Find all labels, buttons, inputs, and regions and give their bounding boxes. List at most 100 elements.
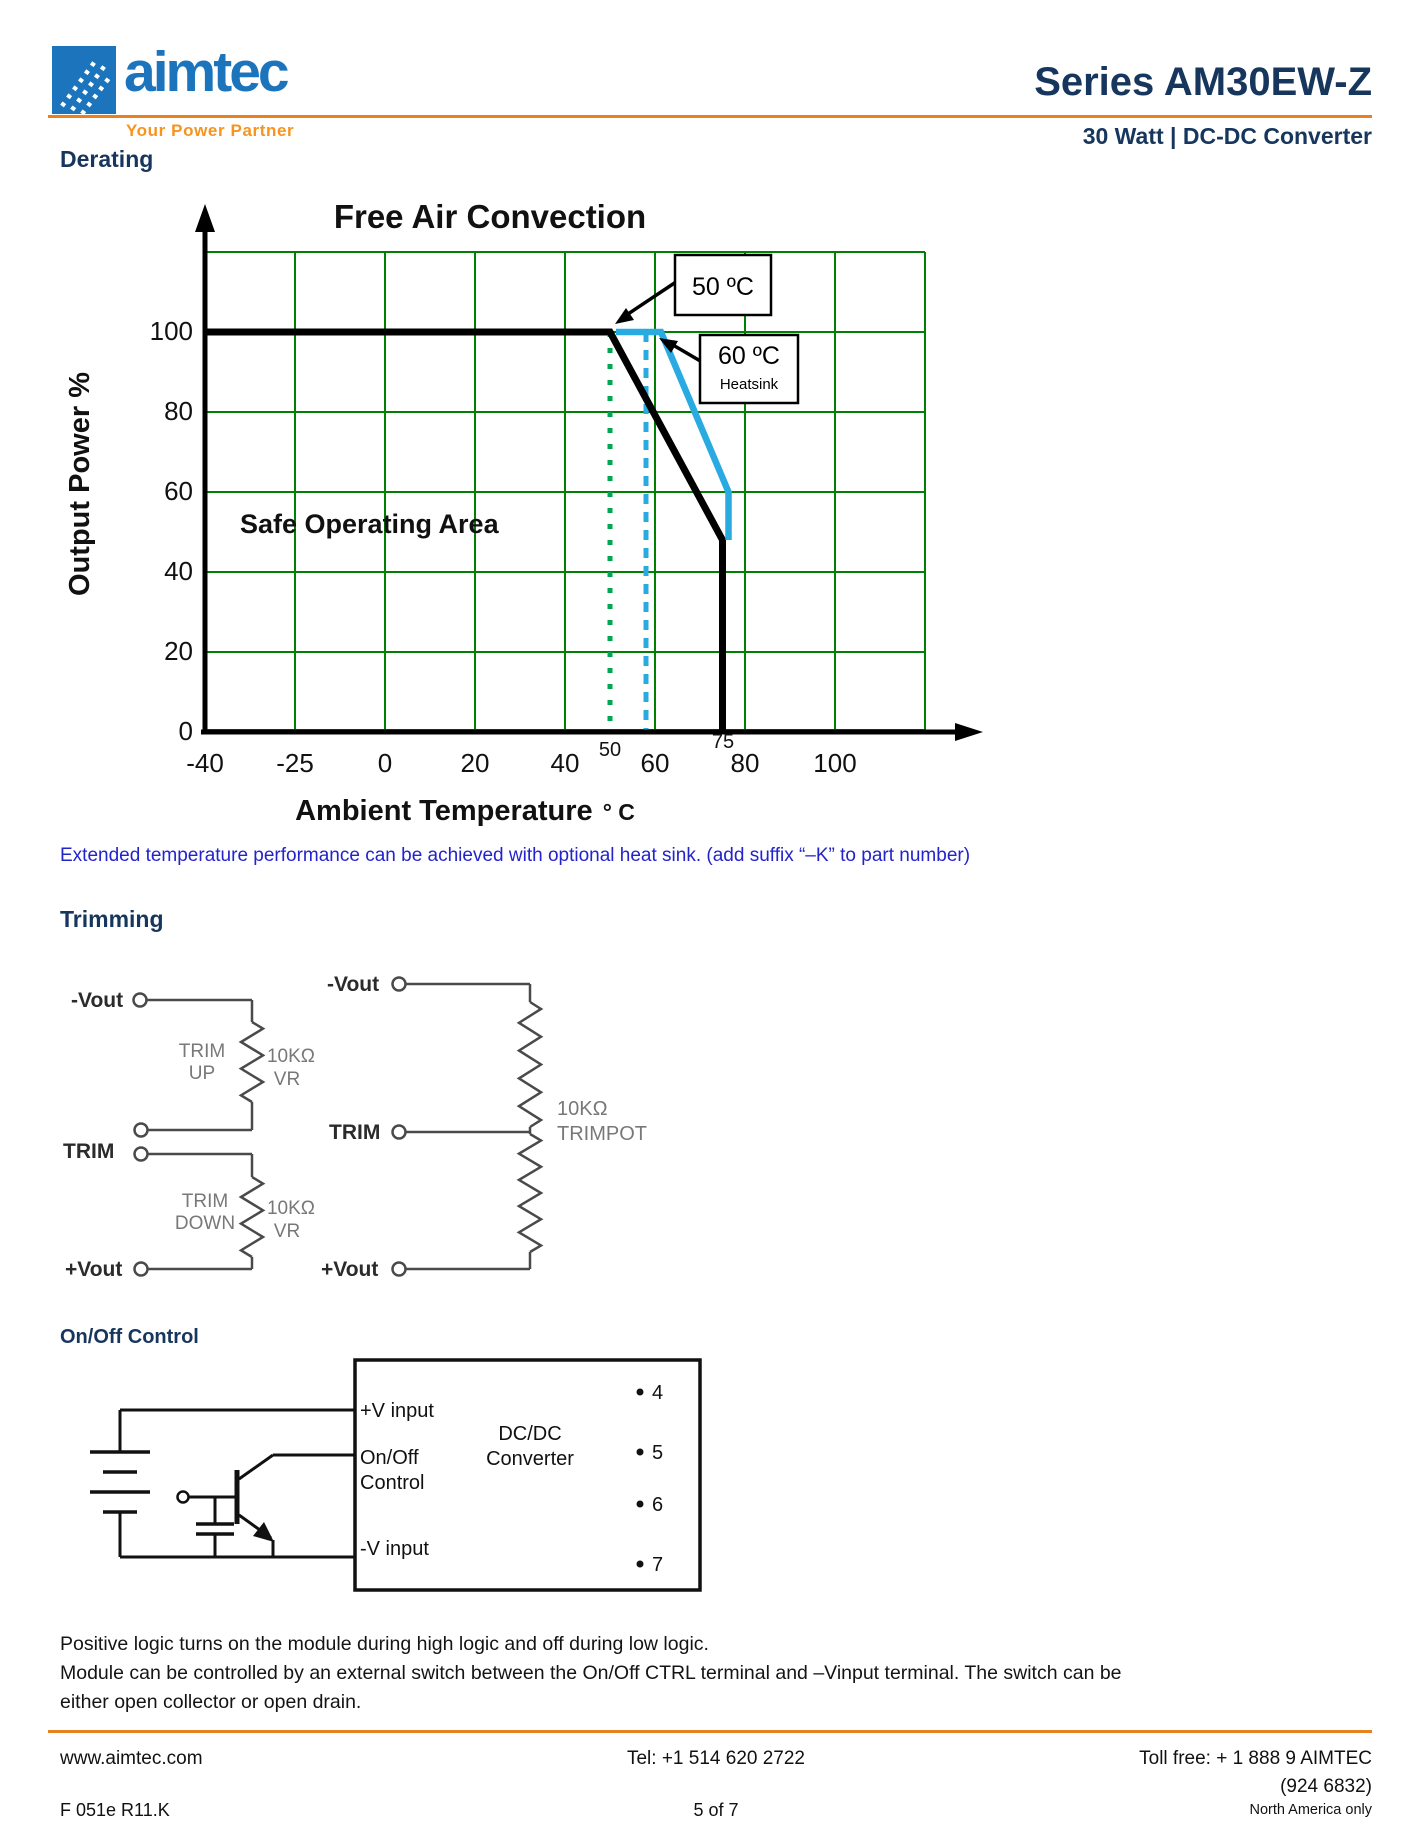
converter-labels: +V input On/Off Control -V input DC/DC C… — [360, 1400, 574, 1560]
y-tick: 20 — [164, 636, 193, 666]
trimpot-lower-icon — [516, 1132, 544, 1254]
onoff-heading: On/Off Control — [60, 1326, 199, 1348]
trim2-label: TRIM — [329, 1121, 380, 1144]
pin-5-bullet-icon — [636, 1448, 644, 1456]
footer-website: www.aimtec.com — [60, 1748, 203, 1769]
trimming-heading: Trimming — [60, 906, 164, 932]
trim-up-label-2: UP — [189, 1063, 215, 1084]
x-tick: -25 — [276, 748, 314, 778]
terminal-pos-vout-icon — [133, 1261, 149, 1277]
onoff-diagram: +V input On/Off Control -V input DC/DC C… — [90, 1358, 702, 1592]
x-tick: -40 — [186, 748, 224, 778]
series-title: Series AM30EW-Z — [1034, 60, 1372, 104]
x-axis-title-text: Ambient Temperature — [295, 795, 593, 827]
dcdc-label: DC/DC — [498, 1423, 561, 1445]
derating-heading: Derating — [60, 146, 154, 172]
neg-vout-label: -Vout — [71, 989, 123, 1012]
x-tick: 80 — [731, 748, 760, 778]
resistor-trim-down-icon — [238, 1175, 266, 1259]
x-minor-tick-75: 75 — [712, 731, 734, 753]
pin-7-label: 7 — [652, 1554, 663, 1576]
header-rule — [48, 115, 1372, 118]
pin-4-label: 4 — [652, 1382, 663, 1404]
dual-vr-circuit — [132, 992, 266, 1277]
onoff-wires — [118, 1408, 355, 1559]
x-axis-title: Ambient Temperature ° C — [295, 795, 635, 827]
footer-region: North America only — [1249, 1802, 1373, 1818]
converter-label: Converter — [486, 1448, 574, 1470]
r1-value: 10KΩ — [267, 1046, 315, 1067]
x-tick: 40 — [551, 748, 580, 778]
x-tick: 20 — [461, 748, 490, 778]
pos-v-input-label: +V input — [360, 1400, 434, 1422]
x-minor-tick-50: 50 — [599, 739, 621, 761]
neg-vout2-label: -Vout — [327, 973, 379, 996]
curve-heatsink — [616, 328, 732, 540]
chart-axes — [201, 228, 957, 735]
pin-4-bullet-icon — [636, 1388, 644, 1396]
terminal-neg-vout2-icon — [391, 976, 407, 992]
dcdc-converter-box — [353, 1358, 702, 1592]
callout-50c-label: 50 ºC — [692, 273, 754, 301]
safe-operating-area-label: Safe Operating Area — [240, 509, 500, 539]
description-line-3: either open collector or open drain. — [60, 1691, 362, 1713]
onoff-description: Positive logic turns on the module durin… — [60, 1630, 1380, 1717]
dual-vr-component-labels: TRIM UP 10KΩ VR TRIM DOWN 10KΩ VR — [175, 1041, 315, 1242]
terminal-trim2-icon — [391, 1124, 407, 1140]
trimpot-component-labels: 10KΩ TRIMPOT — [557, 1098, 647, 1145]
onoff-label-2: Control — [360, 1472, 424, 1494]
y-tick: 80 — [164, 396, 193, 426]
arrowhead-60c-icon — [659, 338, 678, 353]
footer-tollfree-number: (924 6832) — [1280, 1776, 1372, 1797]
footer-tel: Tel: +1 514 620 2722 — [626, 1748, 805, 1769]
dual-vr-terminal-labels: -Vout TRIM +Vout — [63, 989, 123, 1281]
trimpot-terminal-labels: -Vout TRIM +Vout — [321, 973, 380, 1281]
trimpot-sub: TRIMPOT — [557, 1123, 647, 1145]
footer-doc-ref: F 051e R11.K — [60, 1800, 170, 1820]
callout-60c-label: 60 ºC — [718, 342, 780, 370]
y-tick: 0 — [179, 716, 193, 746]
neg-v-input-label: -V input — [360, 1538, 429, 1560]
pos-vout-label: +Vout — [65, 1258, 122, 1281]
pin-6-bullet-icon — [636, 1500, 644, 1508]
r2-sub: VR — [274, 1221, 300, 1242]
trim-up-label-1: TRIM — [179, 1041, 225, 1062]
series-subtitle: 30 Watt | DC-DC Converter — [1082, 123, 1372, 149]
x-tick: 100 — [813, 748, 856, 778]
trimpot-upper-icon — [516, 1000, 544, 1129]
callout-50c: 50 ºC — [615, 253, 773, 324]
terminal-neg-vout-icon — [132, 992, 148, 1008]
pin-7-bullet-icon — [636, 1560, 644, 1568]
pin-6-label: 6 — [652, 1494, 663, 1516]
arrowhead-50c-icon — [615, 308, 634, 324]
battery-icon — [90, 1450, 150, 1514]
transistor-icon — [176, 1470, 274, 1542]
pos-vout2-label: +Vout — [321, 1258, 378, 1281]
logo-tagline: Your Power Partner — [126, 121, 295, 140]
y-tick: 60 — [164, 476, 193, 506]
footer-page-number: 5 of 7 — [693, 1800, 739, 1820]
footer-rule — [48, 1730, 1372, 1733]
trim-down-label-2: DOWN — [175, 1213, 235, 1234]
x-tick: 60 — [641, 748, 670, 778]
trimming-diagram: -Vout TRIM +Vout TRIM UP 10KΩ VR TRIM DO… — [63, 973, 647, 1281]
logo-icon — [52, 46, 116, 116]
resistor-trim-up-icon — [238, 1020, 266, 1104]
description-line-2: Module can be controlled by an external … — [60, 1662, 1122, 1684]
converter-pins: 4 5 6 7 — [636, 1382, 663, 1576]
terminal-trim-a-icon — [133, 1122, 149, 1138]
control-terminal-icon — [176, 1490, 190, 1504]
pin-5-label: 5 — [652, 1442, 663, 1464]
curve-free-air-convection — [205, 328, 726, 732]
y-tick-labels: 100 80 60 40 20 0 — [150, 316, 193, 746]
footer-tollfree: Toll free: + 1 888 9 AIMTEC — [1139, 1748, 1372, 1769]
extended-temp-note: Extended temperature performance can be … — [60, 845, 971, 866]
chart-title: Free Air Convection — [334, 198, 646, 235]
onoff-label-1: On/Off — [360, 1447, 419, 1469]
aimtec-logo — [52, 46, 116, 121]
y-axis-arrow-icon — [195, 204, 215, 232]
x-axis-unit: ° C — [603, 799, 635, 825]
derating-chart: Safe Operating Area 50 ºC 60 ºC Heatsink… — [64, 198, 983, 827]
r2-value: 10KΩ — [267, 1198, 315, 1219]
